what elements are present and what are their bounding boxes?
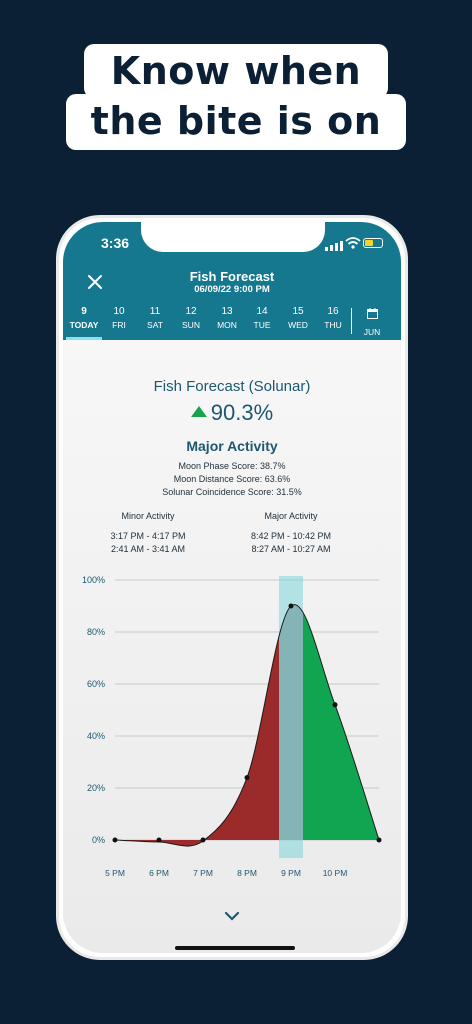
x-tick-label: 6 PM [149, 868, 169, 878]
day-number: 11 [149, 306, 161, 317]
activity-level: Major Activity [186, 438, 278, 454]
major-activity-heading: Major Activity [264, 511, 318, 521]
day-tab-sun[interactable]: 12 SUN [173, 306, 209, 330]
header-bar: 3:36 Fish Forecast 06/09/22 9:00 PM [63, 222, 401, 340]
minor-activity: Minor Activity 3:17 PM - 4:17 PM 2:41 AM… [88, 510, 208, 556]
moon-distance-score: Moon Distance Score: 63.6% [173, 474, 291, 484]
forecast-score: 90.3% [63, 400, 401, 426]
day-label: TODAY [69, 320, 99, 330]
day-tab-thu[interactable]: 16 THU [315, 306, 351, 330]
day-divider [351, 308, 352, 334]
phone-frame: 3:36 Fish Forecast 06/09/22 9:00 PM [56, 215, 408, 960]
day-selector: 9 TODAY 10 FRI 11 SAT 12 SUN 13 MON [63, 306, 401, 340]
day-number: 13 [221, 306, 233, 317]
app-screen: 3:36 Fish Forecast 06/09/22 9:00 PM [63, 222, 401, 953]
day-number: 15 [292, 306, 304, 317]
home-indicator [175, 946, 295, 950]
day-label: SUN [182, 320, 200, 330]
day-label: FRI [112, 320, 126, 330]
y-tick-label: 60% [87, 679, 105, 689]
forecast-title: Fish Forecast (Solunar) [153, 378, 311, 395]
day-label: TUE [253, 320, 271, 330]
day-tab-sat[interactable]: 11 SAT [137, 306, 173, 330]
x-tick-label: 5 PM [105, 868, 125, 878]
day-label: MON [217, 320, 237, 330]
data-point [200, 837, 206, 843]
x-tick-label: 10 PM [323, 868, 348, 878]
major-activity: Major Activity 8:42 PM - 10:42 PM 8:27 A… [231, 510, 351, 556]
page-title: Fish Forecast [189, 269, 275, 284]
notch [141, 222, 325, 252]
day-number: 14 [256, 306, 268, 317]
calendar-icon [366, 308, 378, 319]
status-time: 3:36 [101, 235, 130, 251]
battery-icon [363, 238, 383, 248]
data-point [112, 837, 118, 843]
page-subtitle: 06/09/22 9:00 PM [194, 284, 270, 295]
day-number: 12 [185, 306, 197, 317]
score-value: 90.3% [210, 400, 274, 425]
day-label: SAT [147, 320, 163, 330]
headline-line-1: Know when [84, 44, 388, 98]
day-tab-wed[interactable]: 15 WED [280, 306, 316, 330]
data-point [156, 837, 162, 843]
data-point [244, 775, 250, 781]
day-tab-tue[interactable]: 14 TUE [244, 306, 280, 330]
day-tab-fri[interactable]: 10 FRI [101, 306, 137, 330]
status-bar: 3:36 [63, 222, 401, 262]
y-tick-label: 0% [92, 835, 105, 845]
minor-activity-heading: Minor Activity [121, 511, 175, 521]
calendar-month-label: JUN [363, 327, 381, 337]
y-tick-label: 20% [87, 783, 105, 793]
day-tab-mon[interactable]: 13 MON [209, 306, 245, 330]
current-time-highlight [279, 576, 303, 858]
day-number: 10 [113, 306, 125, 317]
major-time-2: 8:27 AM - 10:27 AM [251, 544, 331, 554]
major-time-1: 8:42 PM - 10:42 PM [250, 531, 332, 541]
headline-line-2: the bite is on [66, 94, 406, 150]
day-number: 9 [81, 306, 87, 317]
x-tick-label: 8 PM [237, 868, 257, 878]
x-tick-label: 7 PM [193, 868, 213, 878]
score-metrics: Moon Phase Score: 38.7% Moon Distance Sc… [63, 460, 401, 499]
forecast-chart: 100% 80% 60% 40% 20% 0% 5 PM 6 PM 7 PM 8 PM 9 PM 10… [82, 575, 382, 878]
data-point [332, 702, 338, 708]
chevron-down-icon[interactable] [223, 910, 241, 922]
solunar-coincidence-score: Solunar Coincidence Score: 31.5% [162, 487, 302, 497]
trend-up-icon [190, 406, 207, 417]
minor-time-2: 2:41 AM - 3:41 AM [110, 544, 186, 554]
future-activity-area [303, 612, 379, 840]
day-number: 16 [327, 306, 339, 317]
data-point [376, 837, 382, 843]
y-tick-label: 80% [87, 627, 105, 637]
past-activity-area [115, 636, 279, 847]
calendar-button[interactable]: JUN [357, 306, 387, 337]
day-label: THU [324, 320, 342, 330]
signal-icon [325, 241, 343, 251]
activity-line [114, 604, 380, 847]
minor-time-1: 3:17 PM - 4:17 PM [110, 531, 186, 541]
close-icon[interactable] [85, 272, 105, 292]
x-tick-label: 9 PM [281, 868, 301, 878]
data-point [288, 603, 294, 609]
y-tick-label: 100% [82, 575, 105, 585]
day-tab-today[interactable]: 9 TODAY [66, 306, 102, 340]
y-tick-label: 40% [87, 731, 105, 741]
moon-phase-score: Moon Phase Score: 38.7% [178, 461, 286, 471]
wifi-icon [345, 237, 361, 249]
forecast-content: Fish Forecast (Solunar) 90.3% Major Acti… [63, 340, 401, 953]
day-label: WED [288, 320, 308, 330]
